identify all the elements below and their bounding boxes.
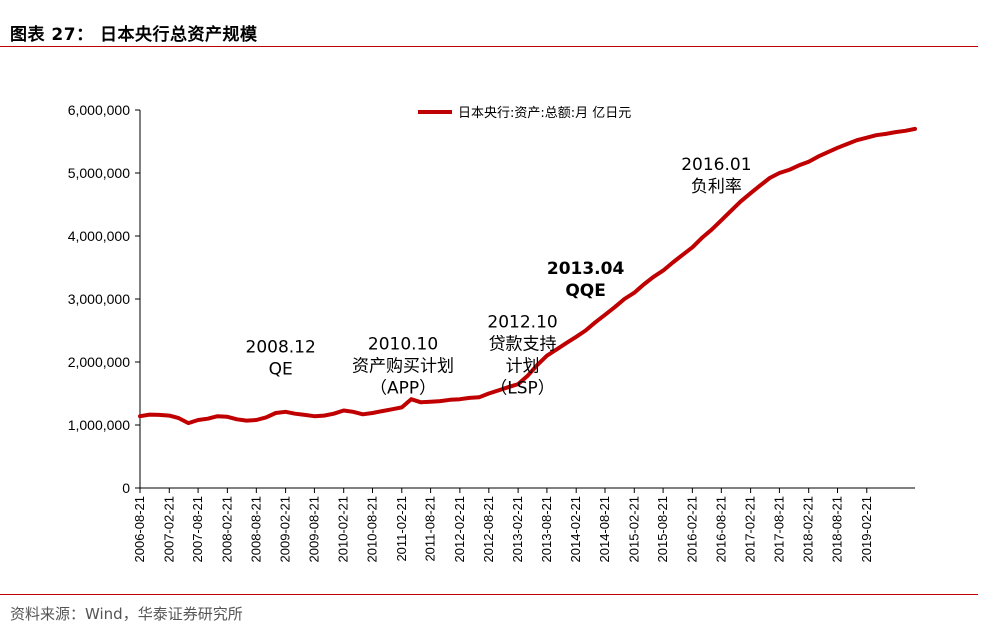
y-tick-label: 4,000,000 bbox=[68, 228, 130, 244]
x-tick-label: 2018-02-21 bbox=[801, 496, 816, 563]
x-tick-label: 2013-08-21 bbox=[539, 496, 554, 563]
x-tick-label: 2006-08-21 bbox=[132, 496, 147, 563]
legend-label: 日本央行:资产:总额:月 亿日元 bbox=[458, 106, 631, 121]
x-tick-label: 2014-08-21 bbox=[597, 496, 612, 563]
annotation-label: 2012.10 贷款支持计划（LSP） bbox=[487, 312, 557, 398]
legend: 日本央行:资产:总额:月 亿日元 bbox=[418, 106, 631, 121]
y-axis: 0 1,000,000 2,000,000 3,000,000 4,000,000 5,0… bbox=[68, 102, 141, 496]
annotation-label: 2013.04 QQE bbox=[547, 259, 625, 301]
source-note: 资料来源：Wind，华泰证券研究所 bbox=[10, 605, 243, 623]
x-tick-label: 2009-08-21 bbox=[306, 496, 321, 563]
x-axis: 2006-08-21 2007-02-21 2007-08-21 2008-02-21… bbox=[132, 487, 915, 563]
annotation-label: 2010.10 资产购买计划（APP） bbox=[352, 334, 454, 398]
figure-title: 图表 27： 日本央行总资产规模 bbox=[10, 25, 258, 45]
x-tick-label: 2015-08-21 bbox=[655, 496, 670, 563]
series-line bbox=[138, 126, 917, 426]
x-tick-label: 2017-08-21 bbox=[771, 496, 786, 563]
x-tick-label: 2014-02-21 bbox=[568, 496, 583, 563]
title-divider bbox=[0, 46, 978, 47]
x-tick-label: 2008-02-21 bbox=[219, 496, 234, 563]
x-tick-label: 2008-08-21 bbox=[248, 496, 263, 563]
footer-divider bbox=[0, 594, 978, 595]
y-tick-label: 1,000,000 bbox=[68, 417, 130, 433]
x-tick-label: 2016-02-21 bbox=[684, 496, 699, 563]
x-tick-label: 2015-02-21 bbox=[626, 496, 641, 563]
x-tick-label: 2010-08-21 bbox=[365, 496, 380, 563]
x-tick-label: 2011-02-21 bbox=[394, 496, 409, 562]
x-tick-label: 2007-02-21 bbox=[161, 496, 176, 563]
y-tick-label: 6,000,000 bbox=[68, 102, 130, 118]
y-tick-label: 5,000,000 bbox=[68, 165, 130, 181]
x-tick-label: 2016-08-21 bbox=[713, 496, 728, 563]
line-chart: 0 1,000,000 2,000,000 3,000,000 4,000,000 5,0… bbox=[68, 102, 917, 563]
x-tick-label: 2017-02-21 bbox=[743, 496, 758, 563]
annotation-label: 2008.12 QE bbox=[246, 338, 316, 380]
x-tick-label: 2007-08-21 bbox=[190, 496, 205, 563]
x-tick-label: 2009-02-21 bbox=[278, 496, 293, 563]
y-tick-label: 3,000,000 bbox=[68, 291, 130, 307]
x-tick-label: 2013-02-21 bbox=[510, 496, 525, 563]
x-tick-label: 2012-02-21 bbox=[452, 496, 467, 563]
annotations: 2008.12 QE 2010.10 资产购买计划（APP） 2012.10 贷款支持计划… bbox=[246, 155, 752, 399]
annotation-label: 2016.01 负利率 bbox=[681, 155, 751, 197]
x-tick-label: 2018-08-21 bbox=[830, 496, 845, 563]
x-tick-label: 2019-02-21 bbox=[859, 496, 874, 563]
y-tick-label: 0 bbox=[122, 480, 130, 496]
series-layer bbox=[138, 126, 917, 426]
y-tick-label: 2,000,000 bbox=[68, 354, 130, 370]
x-tick-label: 2011-08-21 bbox=[423, 496, 438, 562]
x-tick-label: 2012-08-21 bbox=[481, 496, 496, 563]
x-tick-label: 2010-02-21 bbox=[336, 496, 351, 563]
